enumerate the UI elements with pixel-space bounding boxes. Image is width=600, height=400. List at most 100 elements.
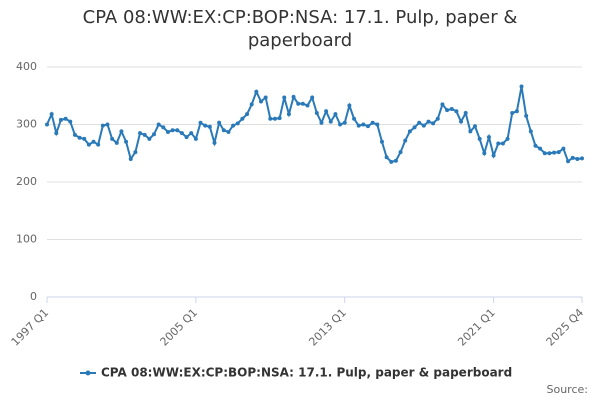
legend-marker (85, 370, 91, 376)
point (556, 150, 561, 155)
point (342, 120, 347, 125)
point (500, 141, 505, 146)
point (454, 109, 459, 114)
point (96, 142, 101, 147)
point (138, 131, 143, 136)
point (254, 89, 259, 94)
point (440, 102, 445, 107)
point (114, 140, 119, 145)
chart-title: CPA 08:WW:EX:CP:BOP:NSA: 17.1. Pulp, pap… (82, 7, 518, 51)
point (100, 123, 105, 128)
point (398, 150, 403, 155)
point (110, 136, 115, 141)
series-line (46, 86, 583, 163)
point (105, 122, 110, 127)
x-tick-label: 2005 Q1 (158, 306, 201, 349)
y-tick-label: 400 (16, 60, 37, 73)
point (291, 94, 296, 99)
point (542, 151, 547, 156)
point (240, 116, 245, 121)
x-tick-label: 2021 Q1 (455, 306, 498, 349)
point (245, 112, 250, 117)
point (175, 128, 180, 133)
point (300, 101, 305, 106)
point (91, 139, 96, 144)
point (45, 122, 49, 127)
point (533, 143, 538, 148)
x-tick-label: 2013 Q1 (306, 306, 349, 349)
point (370, 120, 375, 125)
point (496, 141, 501, 146)
point (580, 156, 584, 161)
point (156, 122, 161, 127)
point (352, 116, 357, 121)
point (305, 103, 310, 108)
point (421, 123, 426, 128)
point (263, 95, 268, 100)
source: Source: (547, 383, 589, 396)
point (528, 129, 533, 134)
point (165, 129, 170, 134)
point (235, 121, 240, 126)
point (58, 117, 63, 122)
point (524, 113, 529, 118)
point (482, 151, 487, 156)
point (226, 129, 231, 134)
point (82, 136, 87, 141)
point (510, 111, 515, 115)
point (179, 131, 184, 136)
point (473, 124, 477, 129)
point (63, 116, 68, 121)
point (259, 99, 263, 104)
point (272, 116, 277, 121)
point (333, 112, 338, 117)
point (124, 139, 129, 144)
point (407, 129, 412, 134)
point (435, 116, 440, 121)
point (505, 136, 510, 141)
legend-text: CPA 08:WW:EX:CP:BOP:NSA: 17.1. Pulp, pap… (101, 366, 512, 380)
point (314, 111, 319, 115)
point (552, 150, 557, 155)
point (319, 120, 324, 125)
point (575, 157, 580, 161)
point (384, 155, 389, 160)
point (49, 112, 54, 117)
point (268, 116, 273, 121)
point (198, 120, 203, 125)
point (221, 128, 226, 133)
point (119, 129, 124, 134)
point (152, 132, 156, 137)
point (375, 122, 380, 127)
point (189, 131, 194, 136)
point (570, 155, 575, 160)
point (366, 124, 370, 129)
point (217, 120, 222, 125)
point (361, 122, 366, 127)
point (491, 153, 496, 158)
point (468, 129, 473, 134)
point (561, 146, 566, 151)
point (566, 159, 571, 164)
point (203, 123, 208, 128)
point (77, 135, 82, 140)
point (356, 123, 361, 128)
point (379, 139, 384, 144)
point (310, 95, 315, 100)
y-tick-label: 0 (30, 290, 37, 303)
point (324, 109, 329, 114)
x-tick-label: 2025 Q4 (544, 306, 587, 349)
point (417, 120, 422, 125)
point (389, 159, 394, 164)
point (170, 128, 175, 133)
point (445, 108, 450, 113)
point (459, 119, 464, 124)
point (426, 119, 431, 124)
point (72, 132, 77, 137)
point (431, 121, 436, 126)
point (328, 119, 333, 124)
point (249, 102, 254, 107)
point (282, 95, 287, 100)
